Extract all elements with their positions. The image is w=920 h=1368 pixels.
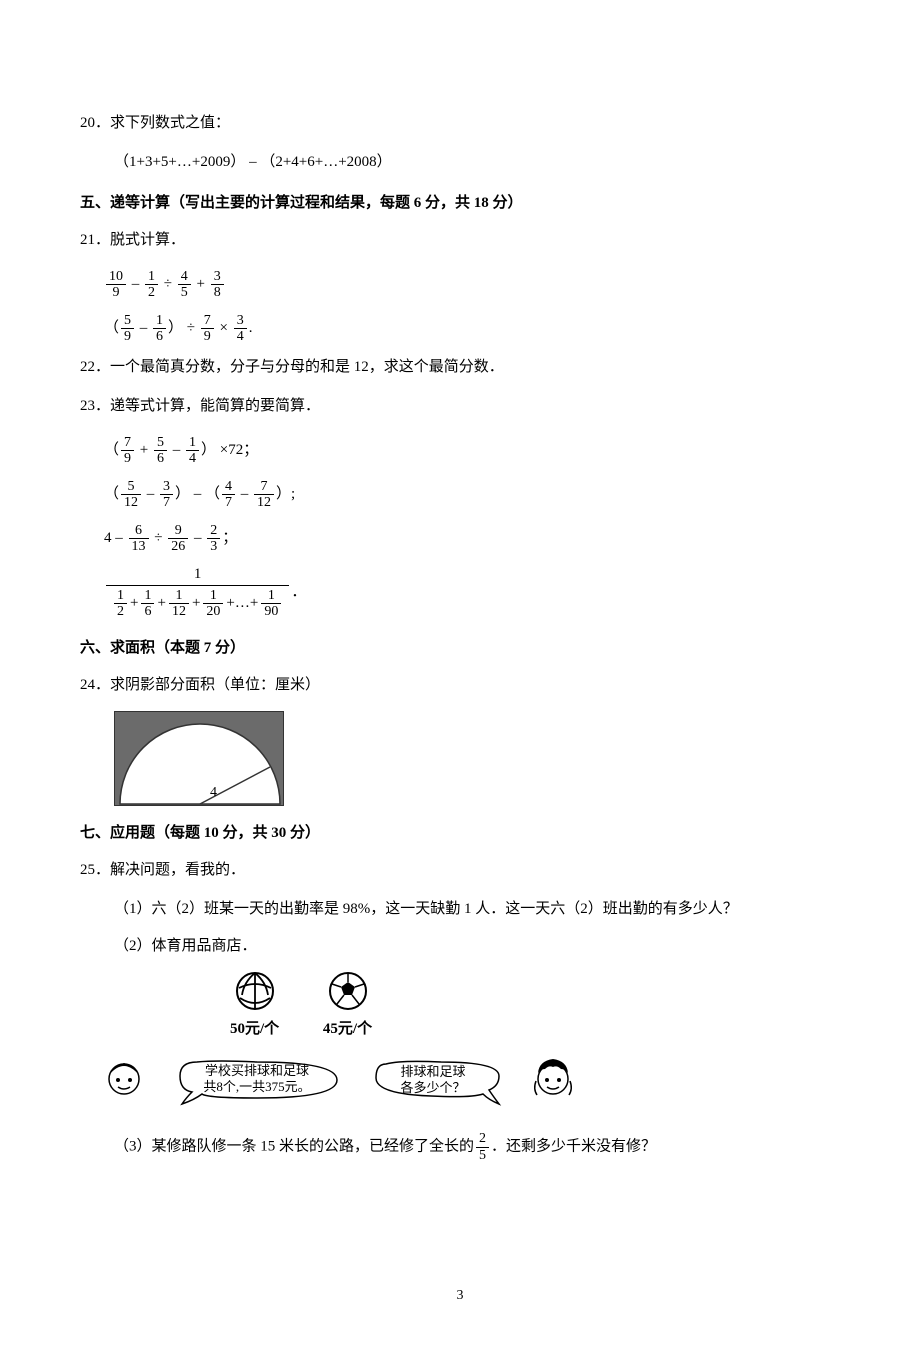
q22-text: 一个最简真分数，分子与分母的和是 12，求这个最简分数． [110, 359, 504, 375]
q20-num: 20． [80, 115, 110, 131]
q22-num: 22． [80, 359, 110, 375]
q25-sub2: （2）体育用品商店． [80, 933, 840, 960]
q23-line2: （512 – 37） – （47 – 712）; [80, 476, 840, 512]
girl-icon [529, 1053, 577, 1101]
q20-text: 求下列数式之值： [110, 115, 230, 131]
q21-num: 21． [80, 232, 110, 248]
q25-text: 解决问题，看我的． [110, 862, 245, 878]
radius-label: 4 [210, 780, 217, 805]
page-number: 3 [80, 1283, 840, 1308]
q21-text: 脱式计算． [110, 232, 185, 248]
dialog-bubble-1: 学校买排球和足球 共8个,一共375元。 [172, 1054, 347, 1110]
volleyball-col: 50元/个 [230, 970, 279, 1043]
q23-num: 23． [80, 398, 110, 414]
question-23: 23．递等式计算，能简算的要简算． [80, 393, 840, 420]
q25-sub3-pre: （3）某修路队修一条 15 米长的公路，已经修了全长的 [114, 1139, 474, 1155]
semicircle-svg [115, 712, 284, 806]
boy-icon [100, 1053, 148, 1101]
q24-num: 24． [80, 677, 110, 693]
section-7-heading: 七、应用题（每题 10 分，共 30 分） [80, 820, 840, 847]
q21-line1: 109 – 12 ÷ 45 + 38 [80, 266, 840, 302]
dialog1-line2: 共8个,一共375元。 [203, 1079, 310, 1094]
football-icon [327, 970, 369, 1012]
q25-sub3-post: ．还剩多少千米没有修？ [491, 1139, 656, 1155]
q23-text: 递等式计算，能简算的要简算． [110, 398, 320, 414]
section-5-heading: 五、递等计算（写出主要的计算过程和结果，每题 6 分，共 18 分） [80, 190, 840, 217]
question-25: 25．解决问题，看我的． [80, 857, 840, 884]
dialog-row: 学校买排球和足球 共8个,一共375元。 排球和足球 各多少个？ [80, 1053, 840, 1111]
section-6-heading: 六、求面积（本题 7 分） [80, 635, 840, 662]
price-1: 50元/个 [230, 1021, 279, 1037]
q25-sub3: （3）某修路队修一条 15 米长的公路，已经修了全长的25．还剩多少千米没有修？ [80, 1131, 840, 1163]
q21-line2: （59 – 16） ÷ 79 × 34. [80, 310, 840, 346]
girl-head-icon [529, 1053, 577, 1111]
semicircle-diagram: 4 [114, 711, 284, 806]
q24-text: 求阴影部分面积（单位：厘米） [110, 677, 320, 693]
question-22: 22．一个最简真分数，分子与分母的和是 12，求这个最简分数． [80, 354, 840, 381]
q20-expr: （1+3+5+…+2009） – （2+4+6+…+2008） [80, 149, 840, 176]
price-2: 45元/个 [323, 1021, 372, 1037]
q23-line3: 4 – 613 ÷ 926 – 23； [80, 520, 840, 556]
boy-head-icon [100, 1053, 148, 1111]
question-24: 24．求阴影部分面积（单位：厘米） [80, 672, 840, 699]
football-col: 45元/个 [323, 970, 372, 1043]
q25-sub1: （1）六（2）班某一天的出勤率是 98%，这一天缺勤 1 人．这一天六（2）班出… [80, 896, 840, 923]
q24-figure: 4 [114, 711, 840, 806]
q23-line4: 1 12+16+112+120+…+190 ． [80, 564, 840, 621]
dialog2-line2: 各多少个？ [400, 1080, 465, 1095]
question-20: 20．求下列数式之值： [80, 110, 840, 137]
q25-num: 25． [80, 862, 110, 878]
q23-line1: （79 + 56 – 14） ×72； [80, 432, 840, 468]
volleyball-icon [234, 970, 276, 1012]
question-21: 21．脱式计算． [80, 227, 840, 254]
dialog1-line1: 学校买排球和足球 [205, 1063, 309, 1078]
price-row: 50元/个 45元/个 [80, 970, 840, 1043]
dialog-bubble-2: 排球和足球 各多少个？ [371, 1054, 506, 1110]
dialog2-line1: 排球和足球 [400, 1064, 465, 1079]
